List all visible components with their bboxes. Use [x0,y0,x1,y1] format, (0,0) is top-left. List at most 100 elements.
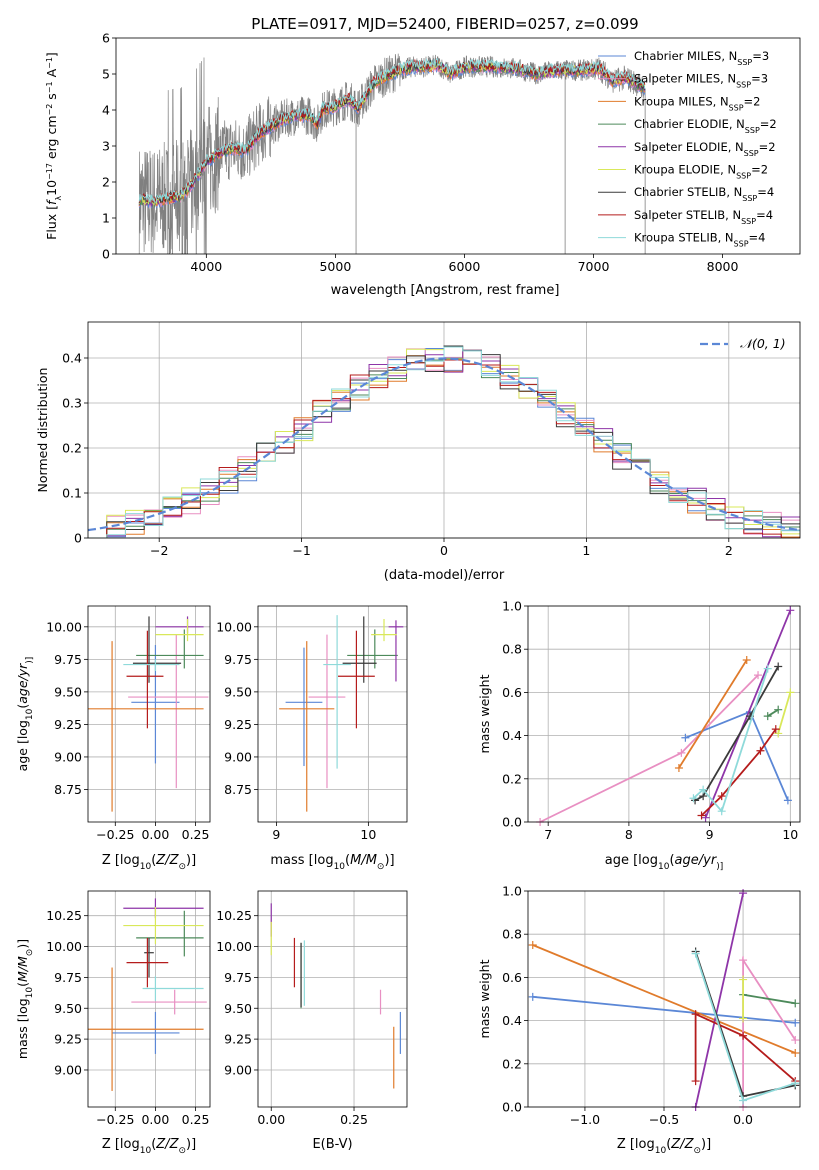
y-tick-label: 4 [102,103,110,118]
x-axis-label-part: ( [666,1137,671,1152]
x-tick-label: 10 [360,827,376,842]
x-tick-label: 9 [706,827,714,842]
series-point [677,748,686,757]
legend-entry: Salpeter STELIB, NSSP=4 [634,208,773,226]
x-axis-label: Z [log10(Z/Z⊙)] [617,1137,711,1156]
y-tick-label: 3 [102,139,110,154]
series-line [704,609,792,819]
y-axis-label-part: )] [25,657,35,664]
y-tick-label: 10.00 [46,619,82,634]
series-point [774,705,783,714]
y-tick-label: 9.75 [54,970,82,985]
axes-frame [87,605,211,823]
y-tick-label: 1.0 [502,599,522,614]
series-point [791,1079,800,1088]
mass-weight-vs-age-panel-grid [528,605,800,823]
x-axis-label-part: age/yr [675,853,718,868]
series-point [774,729,783,738]
series-line [694,893,744,1108]
axes-frame [257,890,408,1108]
x-axis-label-part: 10 [658,862,670,872]
mass-vs-metallicity-panel-plot-area [88,898,207,1091]
series-line [685,710,789,801]
series-point [739,889,748,898]
x-axis-label-part: )] [384,853,394,868]
spectrum-plot-area [138,53,646,254]
series-point [689,794,698,803]
x-axis-label-part: age [log [605,853,658,868]
axes-frame [257,605,408,823]
spectrum-panel: 4000 5000 6000 7000 8000 0 1 2 3 4 5 6 Chabrier MILE… [44,15,801,298]
series-line [694,953,796,1102]
x-tick-label: 6000 [449,259,481,274]
mass-vs-metallicity-panel-grid [88,891,210,1107]
series-point [528,941,537,949]
y-tick-label: 9.25 [54,1032,82,1047]
series-line [532,944,796,1054]
residual-histogram [88,359,800,538]
series-point [691,1010,700,1019]
y-tick-label: 9.25 [54,717,82,732]
y-tick-label: 10.25 [46,908,82,923]
y-tick-label: 9.00 [54,749,82,764]
y-tick-label: 0.6 [502,685,522,700]
x-axis-label-part: 10 [655,1146,667,1156]
x-axis-label-part: Z/Z [155,1137,179,1152]
x-tick-label: 9 [272,827,280,842]
series-point [742,656,751,664]
y-axis-label: Flux [fλ10−17 erg cm−2 s−1 A−1] [44,52,63,240]
series-line [694,666,779,802]
residual-plot-area [88,345,800,538]
y-tick-label: 0.8 [502,642,522,657]
y-axis-label: age [log10(age/yr)] [15,657,35,772]
y-tick-label: 6 [102,31,110,46]
x-axis-label-part: Z [log [102,1137,140,1152]
x-axis-label: Z [log10(Z/Z⊙)] [102,1137,196,1156]
series-point [699,785,708,794]
legend-entry: 𝒩(0, 1) [740,336,786,351]
y-tick-label: 9.00 [224,1062,252,1077]
y-tick-label: 0.2 [502,1056,522,1071]
y-axis-label: Normed distribution [35,368,50,493]
series-point [739,975,748,984]
series-point [791,1018,800,1027]
y-tick-label: 9.00 [224,749,252,764]
series-point [786,688,795,697]
x-tick-label: −0.25 [96,827,134,842]
x-tick-label: −0.25 [96,1112,134,1127]
age-vs-metallicity-panel: −0.25 0.00 0.25 8.75 9.00 9.25 9.50 9.75 10.00 Z … [15,605,211,872]
x-tick-label: 1 [582,543,590,558]
y-tick-label: 0.0 [502,1100,522,1115]
series-line [694,951,796,1098]
y-axis-label-part: 10 [25,987,35,999]
y-tick-label: 9.50 [224,1001,252,1016]
x-tick-label: 0.0 [733,1112,753,1127]
x-axis-label-part: ⊙ [693,1146,701,1156]
series-point [739,1014,748,1023]
x-axis-label-part: 10 [140,1146,152,1156]
x-tick-label: 0 [440,543,448,558]
series-line [700,728,777,817]
x-tick-label: 0.00 [141,827,169,842]
series-line [742,993,796,1005]
series-point [786,606,795,615]
y-tick-label: 9.25 [224,717,252,732]
series-point [791,1036,800,1045]
series-point [791,1049,800,1057]
y-tick-label: 9.50 [54,1001,82,1016]
model-spectrum [138,57,646,203]
series-point [739,956,748,965]
y-axis-label-part: ⊙ [25,949,35,957]
legend-entry: Kroupa MILES, NSSP=2 [634,94,760,112]
y-tick-label: 0.2 [62,441,82,456]
x-axis-label-part: Z/Z [670,1137,694,1152]
series-point [783,796,792,805]
x-axis-label-part: )] [186,1137,196,1152]
x-axis-label-part: )] [186,853,196,868]
age-vs-metallicity-panel-plot-area [88,616,209,812]
series-point [763,712,772,721]
y-axis-label-part: M/M [15,956,30,982]
x-tick-label: 0.25 [340,1112,368,1127]
y-axis-label-part: )] [15,939,30,949]
legend-entry: Salpeter MILES, NSSP=3 [634,72,768,90]
